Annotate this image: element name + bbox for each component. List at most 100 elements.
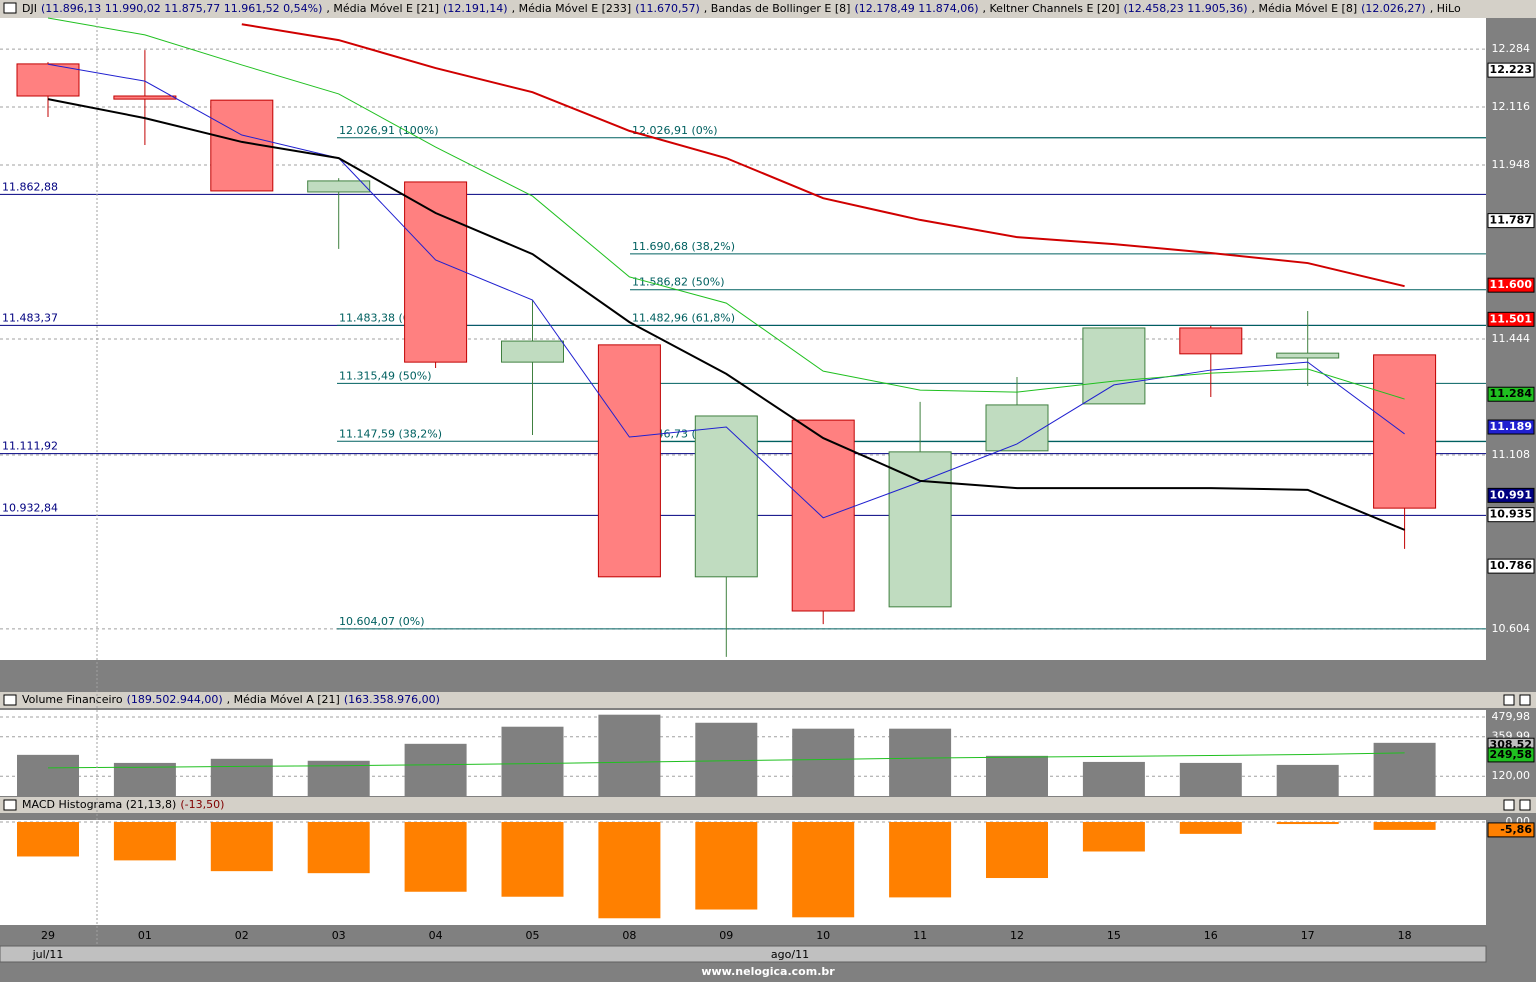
header-text: (12.026,27) (1361, 2, 1426, 15)
fib-label: 11.586,82 (50%) (632, 276, 725, 289)
header-text: (11.896,13 11.990,02 11.875,77 11.961,52… (41, 2, 322, 15)
panel-header (0, 0, 1536, 18)
header-text: (11.670,57) (635, 2, 700, 15)
price-marker (1487, 213, 1535, 229)
x-tick-label: 16 (1204, 929, 1218, 942)
header-text: , HiLo (1430, 2, 1461, 15)
y-tick-label: 11.444 (1492, 332, 1531, 345)
x-tick-label: 05 (526, 929, 540, 942)
x-tick-label: 10 (816, 929, 830, 942)
month-label: ago/11 (771, 948, 809, 961)
indicator-line (47, 63, 1405, 519)
bar (17, 822, 79, 857)
candle-body (404, 181, 468, 363)
bar (210, 758, 273, 796)
bar (889, 822, 952, 898)
month-bar (0, 945, 1487, 963)
price-marker-label: 10.786 (1490, 559, 1533, 572)
window-button[interactable] (1519, 694, 1531, 706)
header-text: DJI (22, 2, 37, 15)
bar (986, 822, 1048, 879)
footer: www.nelogica.com.br (701, 965, 835, 978)
fib-label: 12.026,91 (0%) (632, 124, 718, 137)
bar (1373, 822, 1436, 830)
price-marker-label: 11.189 (1490, 420, 1532, 433)
bar (695, 722, 758, 796)
header-text: (163.358.976,00) (344, 693, 440, 706)
x-tick-label: 12 (1010, 929, 1024, 942)
date-axis (0, 926, 1486, 946)
header-text: Volume Financeiro (22, 693, 123, 706)
indicator-line (47, 17, 1405, 400)
bar (501, 726, 564, 796)
x-tick-label: 11 (913, 929, 927, 942)
price-marker-label: 11.600 (1490, 278, 1533, 291)
bar (598, 714, 661, 796)
candle-body (1373, 354, 1437, 509)
panel-header (0, 692, 1536, 708)
price-marker (1487, 277, 1535, 293)
header-text: (12.458,23 11.905,36) (1123, 2, 1247, 15)
price-marker (1487, 487, 1535, 503)
bar (986, 755, 1048, 796)
bar (598, 822, 661, 919)
x-tick-label: 01 (138, 929, 152, 942)
fib-label: 11.690,68 (38,2%) (632, 240, 735, 253)
fib-label: 12.026,91 (100%) (339, 124, 439, 137)
bar (404, 822, 467, 892)
x-tick-label: 03 (332, 929, 346, 942)
candle-body (113, 95, 177, 100)
window-button[interactable] (1503, 799, 1515, 811)
candle-body (1276, 352, 1340, 359)
header-text: , Média Móvel E [8] (1252, 2, 1358, 15)
price-marker (1487, 507, 1535, 523)
price-marker-label: 11.787 (1490, 214, 1532, 227)
price-marker (1487, 419, 1535, 435)
price-marker (1487, 62, 1535, 78)
fib-label: 10.604,07 (0%) (339, 615, 425, 628)
window-button[interactable] (1503, 694, 1515, 706)
price-marker-label: 11.284 (1490, 387, 1533, 400)
axis-strip (1486, 18, 1536, 660)
header-icon (3, 694, 17, 706)
header-text: , Bandas de Bollinger E [8] (704, 2, 851, 15)
header-text: , Média Móvel E [21] (326, 2, 439, 15)
bar (113, 762, 176, 796)
bar (1276, 822, 1339, 825)
bar (792, 822, 855, 918)
hline-label: 11.483,37 (2, 311, 58, 324)
header-text: , Keltner Channels E [20] (983, 2, 1120, 15)
window-button[interactable] (1519, 799, 1531, 811)
y-tick-label: 12.284 (1492, 42, 1531, 55)
bar (695, 822, 758, 910)
candle-body (985, 404, 1049, 452)
header-icon (3, 2, 17, 14)
price-marker (1487, 386, 1535, 402)
hline-label: 11.862,88 (2, 180, 58, 193)
price-marker-label: 11.501 (1490, 312, 1532, 325)
candle-body (307, 180, 371, 193)
x-tick-label: 29 (41, 929, 55, 942)
month-label: jul/11 (32, 948, 64, 961)
price-marker (1487, 747, 1535, 763)
panel-header (0, 797, 1536, 813)
hline-label: 10.932,84 (2, 501, 58, 514)
bar (404, 743, 467, 796)
hline-label: 11.111,92 (2, 440, 58, 453)
header-text: , Média Móvel A [21] (227, 693, 340, 706)
bar (17, 754, 79, 796)
bar (1082, 761, 1145, 796)
indicator-line (47, 98, 1405, 531)
x-tick-label: 04 (429, 929, 443, 942)
bar (1082, 822, 1145, 852)
indicator-line (241, 23, 1405, 288)
price-marker-label: -5,86 (1500, 823, 1532, 836)
x-tick-label: 09 (719, 929, 733, 942)
price-marker-label: 249,58 (1490, 748, 1532, 761)
average-line (47, 752, 1405, 769)
x-tick-label: 02 (235, 929, 249, 942)
bar (501, 822, 564, 897)
y-tick-label: 11.948 (1492, 158, 1531, 171)
